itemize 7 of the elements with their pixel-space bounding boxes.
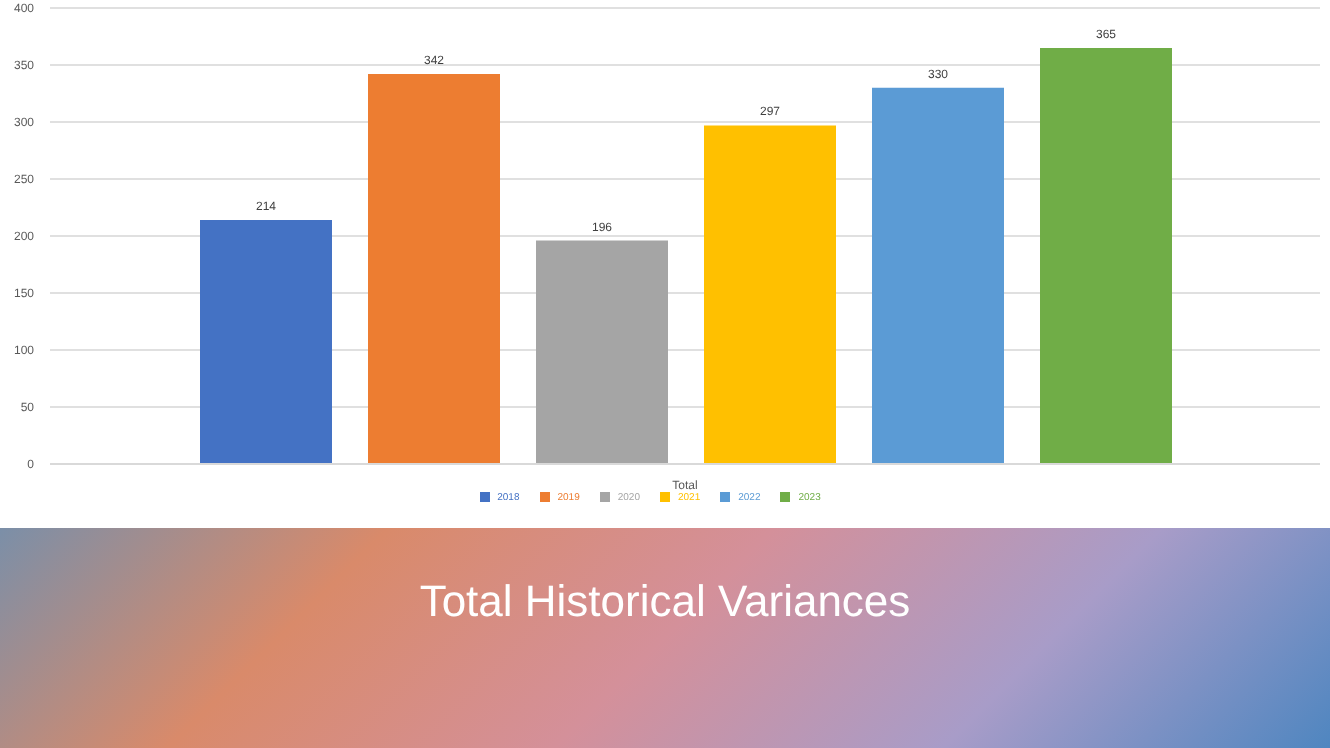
text: Total Historical Variances: [417, 576, 913, 628]
bar: [368, 74, 500, 464]
bar: [200, 220, 332, 464]
bar: [1040, 47, 1172, 464]
bar: [872, 87, 1004, 464]
bar: [704, 125, 836, 464]
bar: [536, 240, 668, 464]
